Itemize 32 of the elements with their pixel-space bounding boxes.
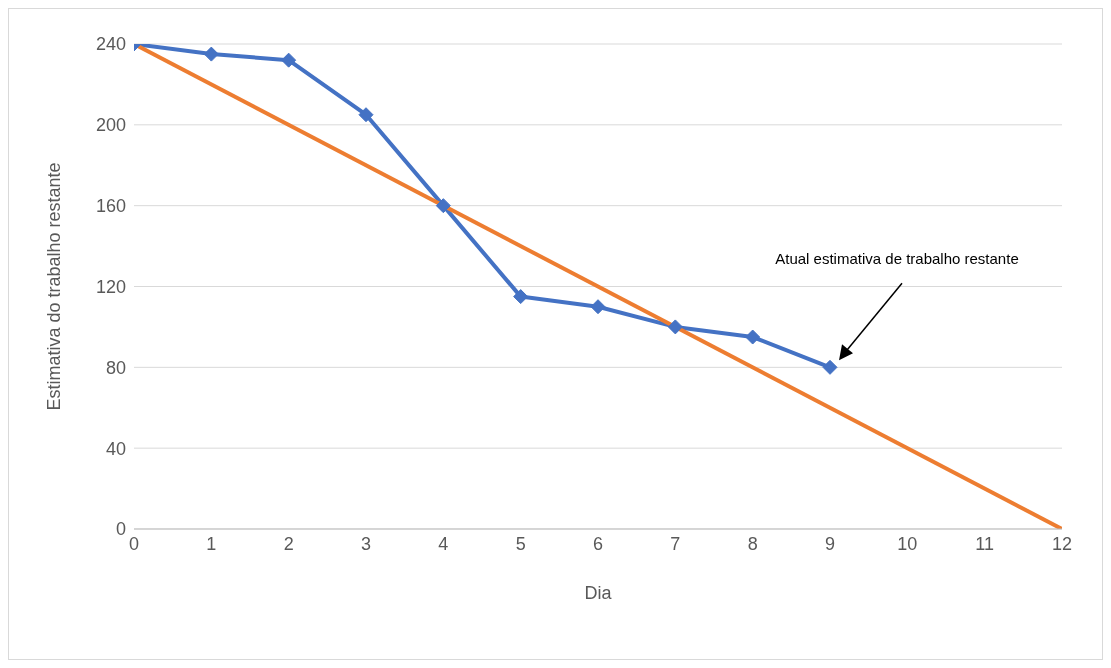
x-tick-label: 2 (283, 533, 294, 554)
x-tick-label: 9 (824, 533, 836, 554)
x-tick-label: 6 (592, 533, 604, 554)
x-axis-title: Dia (584, 583, 613, 603)
point (281, 52, 297, 68)
x-tick-label: 11 (975, 533, 995, 554)
point (745, 329, 761, 345)
point (358, 107, 374, 123)
point (667, 319, 683, 335)
y-tick-label: 240 (95, 34, 126, 55)
y-tick-label: 120 (95, 276, 126, 297)
x-tick-label: 4 (438, 533, 449, 554)
x-tick-label: 8 (747, 533, 758, 554)
x-tick-label: 3 (360, 533, 372, 554)
point (435, 198, 451, 214)
x-tick-label: 12 (1051, 533, 1073, 554)
x-tick-label: 5 (515, 533, 526, 554)
annotation: Atual estimativa de trabalho restante (775, 250, 1019, 268)
y-tick-label: 0 (115, 519, 126, 540)
x-tick-label: 1 (206, 533, 217, 554)
point (822, 359, 838, 375)
point (513, 289, 529, 305)
point (203, 46, 219, 62)
x-tick-label: 0 (128, 533, 140, 554)
y-tick-label: 160 (95, 196, 126, 217)
y-tick-label: 200 (95, 115, 126, 136)
x-tick-label: 10 (897, 533, 918, 554)
y-axis-title: Estimativa do trabalho restante (44, 162, 65, 411)
y-tick-label: 80 (105, 357, 126, 378)
x-tick-label: 7 (670, 533, 681, 554)
y-tick-label: 40 (105, 438, 126, 459)
point (590, 299, 606, 315)
